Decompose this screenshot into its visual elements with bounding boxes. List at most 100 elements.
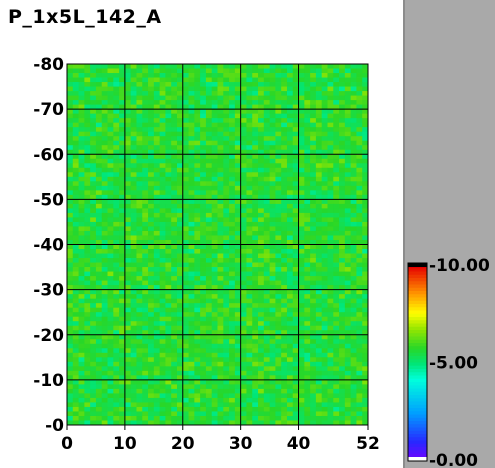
heatmap-cell (304, 357, 311, 363)
heatmap-cell (153, 253, 161, 259)
heatmap-cell (339, 131, 346, 137)
heatmap-cell (229, 235, 236, 241)
heatmap-cell (258, 343, 265, 349)
heatmap-cell (165, 158, 172, 164)
heatmap-cell (350, 420, 357, 426)
heatmap-cell (171, 226, 178, 232)
heatmap-cell (67, 307, 74, 313)
heatmap-cell (72, 167, 79, 173)
heatmap-cell (101, 91, 108, 96)
heatmap-cell (130, 185, 137, 191)
heatmap-cell (310, 294, 317, 300)
heatmap-cell (113, 366, 120, 372)
heatmap-cell (356, 194, 363, 200)
heatmap-cell (124, 348, 132, 354)
heatmap-cell (327, 294, 334, 300)
heatmap-cell (217, 384, 224, 390)
heatmap-cell (223, 289, 230, 295)
heatmap-cell (223, 68, 230, 74)
heatmap-cell (142, 77, 149, 83)
heatmap-cell (142, 181, 149, 187)
heatmap-cell (90, 343, 97, 349)
colorbar-segment (408, 317, 427, 321)
heatmap-cell (200, 149, 207, 155)
heatmap-cell (119, 334, 126, 340)
heatmap-cell (362, 298, 369, 304)
heatmap-cell (286, 212, 294, 218)
heatmap-cell (310, 199, 317, 205)
heatmap-cell (223, 267, 230, 272)
heatmap-cell (95, 285, 103, 291)
heatmap-cell (217, 343, 224, 349)
heatmap-cell (182, 402, 189, 408)
heatmap-cell (350, 375, 357, 381)
heatmap-cell (107, 267, 114, 272)
heatmap-cell (275, 221, 282, 227)
heatmap-cell (275, 217, 282, 223)
heatmap-cell (124, 122, 132, 128)
heatmap-cell (119, 258, 126, 263)
heatmap-cell (292, 91, 299, 96)
heatmap-cell (211, 285, 218, 291)
heatmap-cell (350, 226, 357, 232)
heatmap-cell (344, 194, 352, 200)
heatmap-cell (130, 140, 137, 146)
heatmap-cell (142, 226, 149, 232)
heatmap-cell (119, 194, 126, 200)
heatmap-cell (310, 185, 317, 191)
heatmap-cell (194, 411, 201, 417)
heatmap-cell (119, 86, 126, 92)
heatmap-cell (107, 307, 114, 313)
heatmap-cell (229, 285, 236, 291)
heatmap-cell (101, 312, 108, 318)
heatmap-cell (95, 402, 103, 408)
heatmap-cell (217, 280, 224, 286)
heatmap-cell (275, 307, 282, 313)
heatmap-cell (292, 357, 299, 363)
heatmap-cell (148, 136, 155, 142)
heatmap-cell (217, 181, 224, 187)
heatmap-cell (171, 258, 178, 263)
heatmap-cell (246, 73, 253, 78)
heatmap-cell (327, 100, 334, 106)
heatmap-cell (246, 276, 253, 281)
heatmap-cell (258, 406, 265, 412)
heatmap-cell (90, 244, 97, 250)
heatmap-cell (205, 298, 213, 304)
heatmap-cell (269, 140, 276, 146)
heatmap-cell (281, 86, 288, 92)
heatmap-cell (171, 64, 178, 69)
heatmap-cell (153, 104, 161, 110)
heatmap-cell (252, 190, 259, 196)
heatmap-cell (298, 199, 305, 205)
heatmap-cell (344, 249, 352, 254)
heatmap-cell (159, 316, 166, 322)
heatmap-cell (211, 118, 218, 124)
heatmap-cell (90, 199, 97, 205)
colorbar-segment (408, 369, 427, 373)
heatmap-cell (136, 136, 143, 142)
heatmap-cell (292, 339, 299, 345)
heatmap-cell (344, 420, 352, 426)
heatmap-cell (188, 361, 195, 367)
heatmap-cell (205, 136, 213, 142)
heatmap-cell (171, 402, 178, 408)
heatmap-cell (263, 68, 270, 74)
heatmap-cell (327, 181, 334, 187)
heatmap-cell (362, 113, 369, 119)
heatmap-cell (217, 276, 224, 281)
heatmap-cell (310, 280, 317, 286)
heatmap-cell (159, 294, 166, 300)
heatmap-cell (240, 172, 247, 178)
heatmap-cell (333, 312, 340, 318)
heatmap-cell (327, 230, 334, 236)
heatmap-cell (142, 253, 149, 259)
heatmap-cell (124, 316, 132, 322)
heatmap-cell (350, 64, 357, 69)
heatmap-cell (188, 190, 195, 196)
heatmap-cell (124, 289, 132, 295)
heatmap-cell (252, 298, 259, 304)
heatmap-cell (269, 393, 276, 399)
heatmap-cell (176, 316, 184, 322)
heatmap-cell (298, 280, 305, 286)
